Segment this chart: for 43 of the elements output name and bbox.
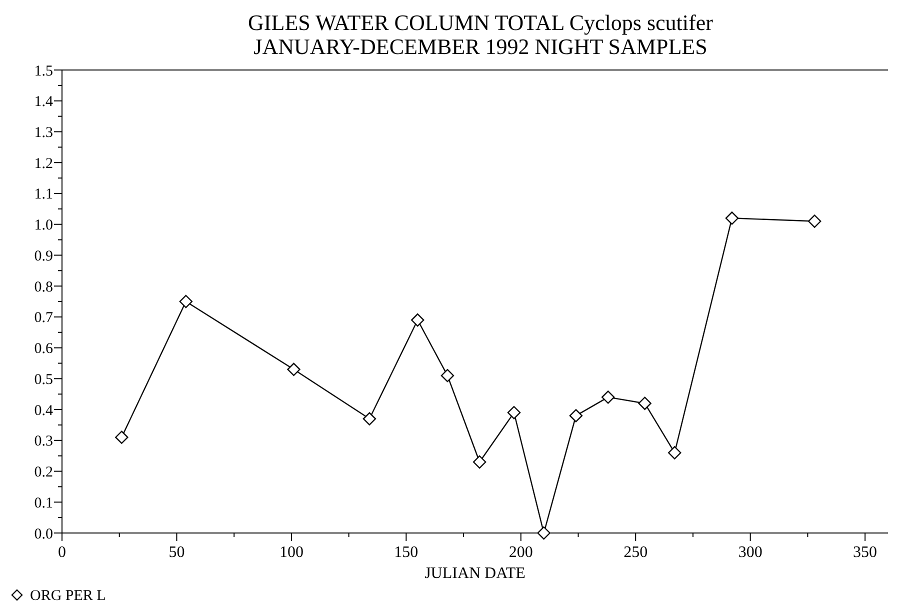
point	[569, 409, 583, 422]
chart-subtitle: JANUARY-DECEMBER 1992 NIGHT SAMPLES	[254, 34, 708, 59]
point	[440, 368, 454, 382]
y-tick-label: 0.6	[34, 341, 54, 358]
y-tick-label: 0.9	[34, 248, 53, 264]
point	[725, 212, 739, 225]
y-tick-label: 0.3	[34, 434, 53, 450]
y-tick-label: 1.1	[34, 186, 53, 203]
x-tick-label: 200	[508, 544, 533, 561]
y-tick-label: 0.5	[34, 372, 53, 388]
point	[179, 294, 192, 308]
y-tick-label: 0.8	[34, 279, 53, 296]
point	[287, 362, 300, 376]
point	[601, 390, 615, 404]
y-tick-label: 0.0	[34, 526, 53, 542]
point	[507, 406, 521, 420]
point	[808, 214, 822, 228]
chart-title: GILES WATER COLUMN TOTAL Cyclops scutifer	[248, 10, 714, 35]
x-tick-label: 0	[58, 544, 66, 561]
x-tick-label: 100	[279, 544, 304, 561]
point	[115, 430, 128, 444]
y-tick-label: 1.3	[34, 124, 53, 141]
y-tick-label: 1.0	[34, 218, 53, 234]
point	[537, 526, 550, 540]
y-tick-label: 1.4	[34, 94, 54, 110]
x-tick-label: 250	[624, 544, 648, 561]
point	[638, 396, 652, 410]
x-tick-label: 300	[738, 544, 762, 561]
y-tick-label: 1.5	[34, 63, 53, 80]
point	[472, 455, 486, 469]
x-tick-label: 350	[853, 544, 878, 561]
point	[668, 446, 682, 460]
y-tick-label: 0.2	[34, 464, 53, 481]
x-tick-label: 150	[394, 544, 418, 561]
point	[362, 412, 376, 426]
y-tick-label: 0.7	[34, 310, 54, 326]
legend-label: ORG PER L	[30, 588, 106, 604]
point	[411, 313, 424, 327]
y-tick-label: 0.4	[34, 402, 54, 419]
x-tick-label: 50	[168, 544, 185, 561]
y-tick-label: 0.1	[34, 495, 53, 512]
y-tick-label: 1.2	[34, 156, 53, 172]
x-axis-title: JULIAN DATE	[424, 565, 526, 582]
